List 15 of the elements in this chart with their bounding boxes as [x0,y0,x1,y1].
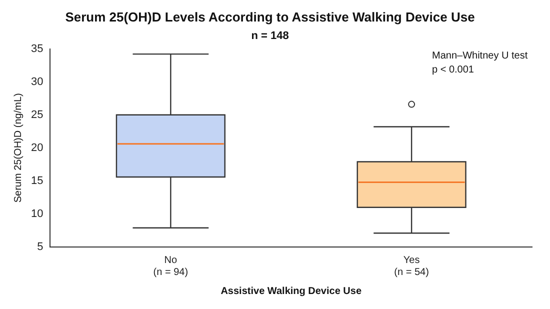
y-tick-label: 5 [37,241,44,254]
x-tick-label: Yes (n = 54) [394,254,429,278]
y-tick-label: 30 [30,76,44,88]
y-tick-label: 35 [30,42,44,55]
y-tick-label: 15 [30,174,44,187]
annotation: Mann–Whitney U test [432,50,528,62]
y-tick-label: 25 [30,108,44,121]
annotation: p < 0.001 [432,64,474,76]
y-tick-label: 10 [30,208,44,220]
x-tick-label: No (n = 94) [153,254,188,278]
y-axis-title: Serum 25(OH)D (ng/mL) [12,93,24,203]
chart-subtitle: n = 148 [251,30,289,42]
y-tick-label: 20 [30,142,44,154]
x-axis-title: Assistive Walking Device Use [220,286,362,297]
chart-title: Serum 25(OH)D Levels According to Assistive Walking Device Use [65,9,475,24]
